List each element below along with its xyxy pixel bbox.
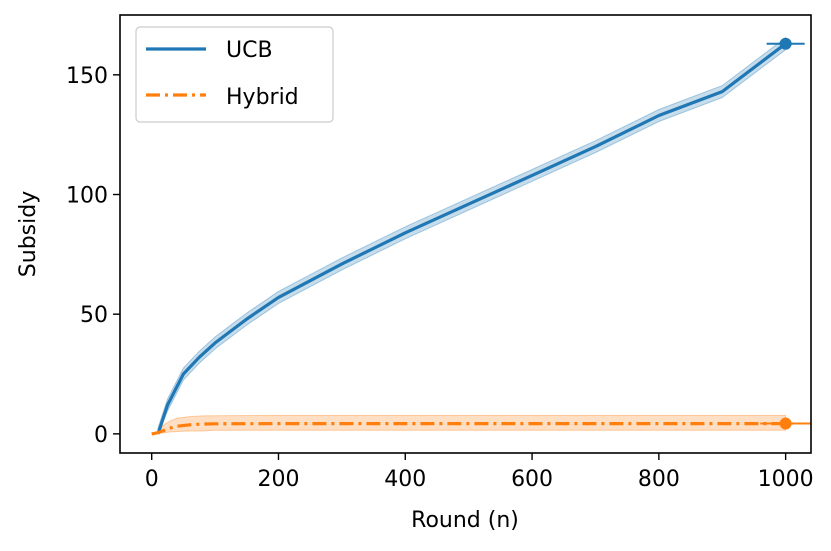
y-tick-label: 0 bbox=[94, 423, 108, 448]
x-tick-label: 400 bbox=[384, 467, 426, 492]
series-line-ucb bbox=[156, 42, 787, 435]
y-tick-label: 100 bbox=[66, 184, 108, 209]
x-tick-label: 200 bbox=[257, 467, 299, 492]
end-point-hybrid bbox=[779, 417, 792, 430]
legend-box bbox=[135, 26, 334, 123]
x-axis-label: Round (n) bbox=[411, 508, 519, 533]
x-tick-label: 800 bbox=[638, 467, 680, 492]
x-tick-label: 1000 bbox=[758, 467, 814, 492]
series-line-hybrid bbox=[151, 422, 786, 436]
legend-label-ucb: UCB bbox=[226, 38, 273, 63]
end-point-ucb bbox=[779, 37, 792, 50]
series-lines bbox=[151, 42, 787, 436]
y-tick-label: 150 bbox=[66, 64, 108, 89]
x-tick-label: 600 bbox=[511, 467, 553, 492]
legend-label-hybrid: Hybrid bbox=[226, 85, 299, 110]
plot-frame bbox=[119, 14, 812, 454]
end-markers bbox=[760, 37, 811, 430]
y-axis-ticks: 0 50 100 150 bbox=[66, 64, 120, 448]
x-axis-ticks: 0 200 400 600 800 1000 bbox=[145, 453, 814, 492]
y-axis-label: Subsidy bbox=[16, 191, 41, 277]
y-tick-label: 50 bbox=[80, 303, 108, 328]
x-tick-label: 0 bbox=[145, 467, 159, 492]
legend: UCB Hybrid bbox=[135, 26, 334, 123]
